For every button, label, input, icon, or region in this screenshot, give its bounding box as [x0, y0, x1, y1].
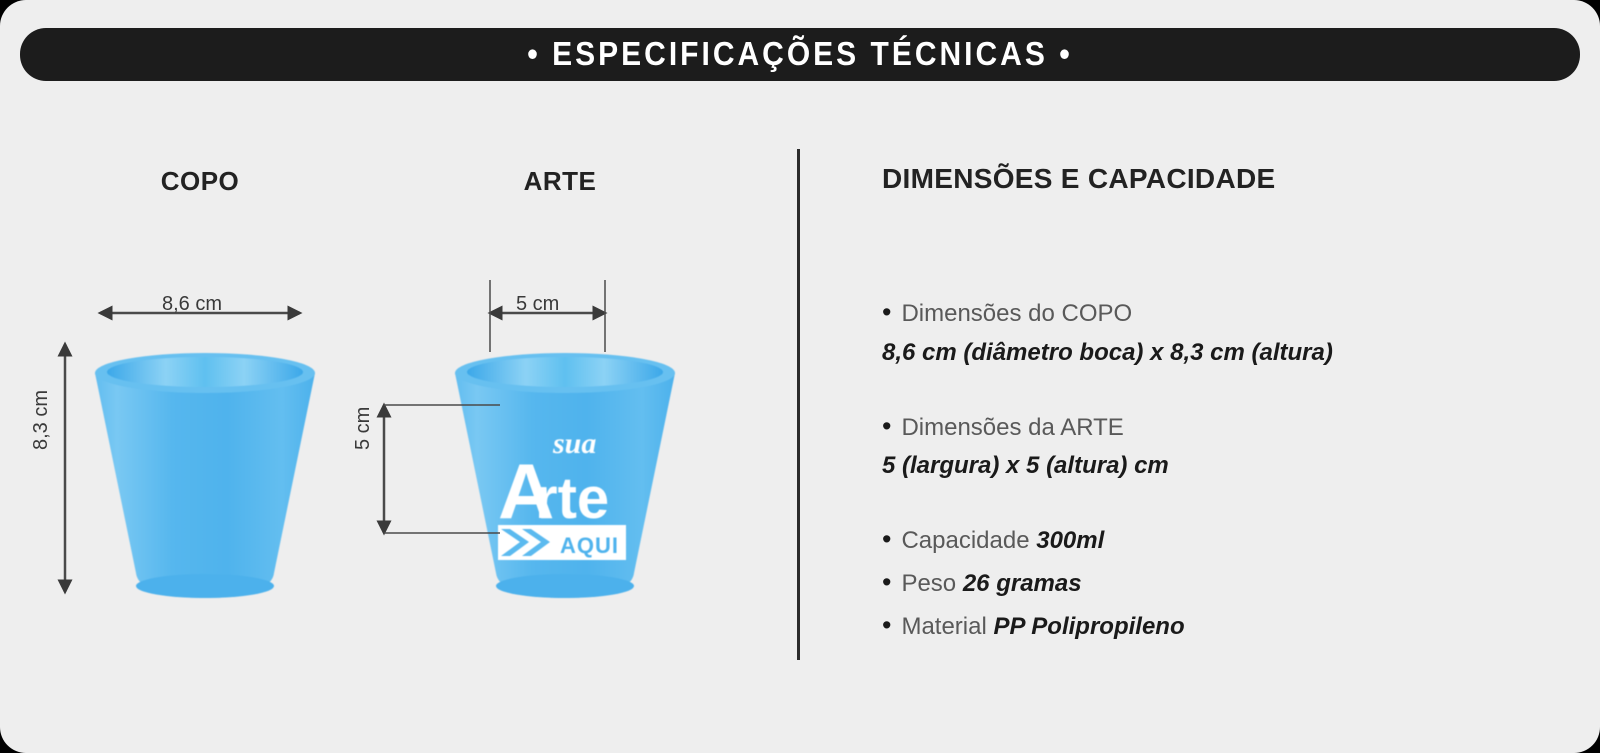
svg-text:rte: rte: [535, 466, 609, 531]
svg-text:AQUI: AQUI: [560, 533, 619, 558]
svg-text:sua: sua: [552, 427, 596, 460]
